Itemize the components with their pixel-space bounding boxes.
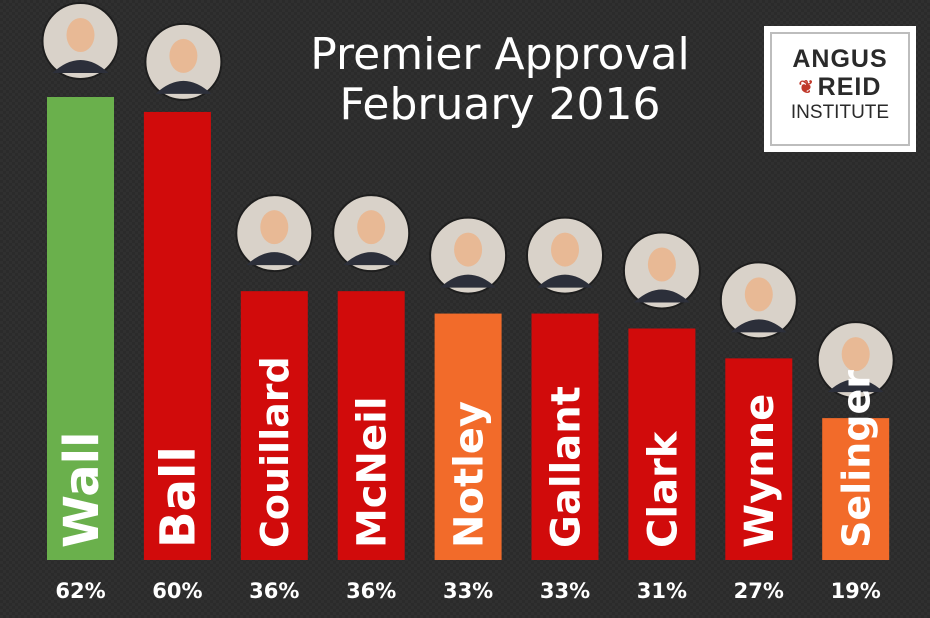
bar-label-wall: Wall: [54, 431, 110, 548]
portrait-ball: [144, 22, 223, 101]
value-label-couillard: 36%: [249, 579, 299, 603]
bar-label-gallant: Gallant: [543, 386, 589, 548]
portrait-couillard: [235, 194, 314, 273]
bar-selinger: [822, 418, 890, 560]
value-label-clark: 31%: [637, 579, 687, 603]
portrait-mcneil: [332, 194, 411, 273]
portrait-wynne: [719, 261, 798, 340]
portrait-selinger: [816, 321, 895, 400]
bar-couillard: [240, 291, 308, 560]
title-line-1: Premier Approval: [310, 29, 690, 80]
logo-line-2: REID: [817, 73, 882, 101]
maple-leaf-icon: ❦: [798, 77, 815, 97]
value-label-gallant: 33%: [540, 579, 590, 603]
portrait-gallant: [526, 216, 604, 295]
portrait-wall: [41, 2, 120, 80]
value-label-mcneil: 36%: [346, 579, 396, 603]
bar-clark: [628, 328, 696, 560]
value-label-selinger: 19%: [831, 579, 881, 603]
bar-notley: [434, 313, 502, 560]
bar-wall: [47, 97, 114, 560]
bar-label-wynne: Wynne: [737, 394, 783, 548]
angus-reid-logo: ANGUS ❦ REID INSTITUTE: [764, 26, 916, 152]
bar-label-mcneil: McNeil: [350, 396, 396, 548]
value-label-wall: 62%: [55, 579, 105, 603]
bar-mcneil: [337, 291, 405, 560]
bar-wynne: [725, 358, 793, 560]
portrait-clark: [622, 231, 701, 310]
bar-gallant: [531, 313, 599, 560]
bar-label-couillard: Couillard: [253, 356, 297, 548]
value-label-notley: 33%: [443, 579, 493, 603]
logo-line-3: INSTITUTE: [790, 102, 890, 123]
bar-ball: [143, 111, 211, 560]
logo-line-1: ANGUS: [792, 45, 888, 73]
chart-title: Premier Approval February 2016: [240, 30, 760, 130]
bar-label-selinger: Selinger: [834, 370, 878, 548]
value-label-ball: 60%: [152, 579, 202, 603]
title-line-2: February 2016: [339, 79, 661, 130]
portrait-notley: [429, 216, 508, 295]
bar-label-ball: Ball: [151, 446, 207, 548]
bar-label-notley: Notley: [447, 401, 493, 548]
bar-label-clark: Clark: [640, 430, 686, 548]
value-label-wynne: 27%: [734, 579, 784, 603]
